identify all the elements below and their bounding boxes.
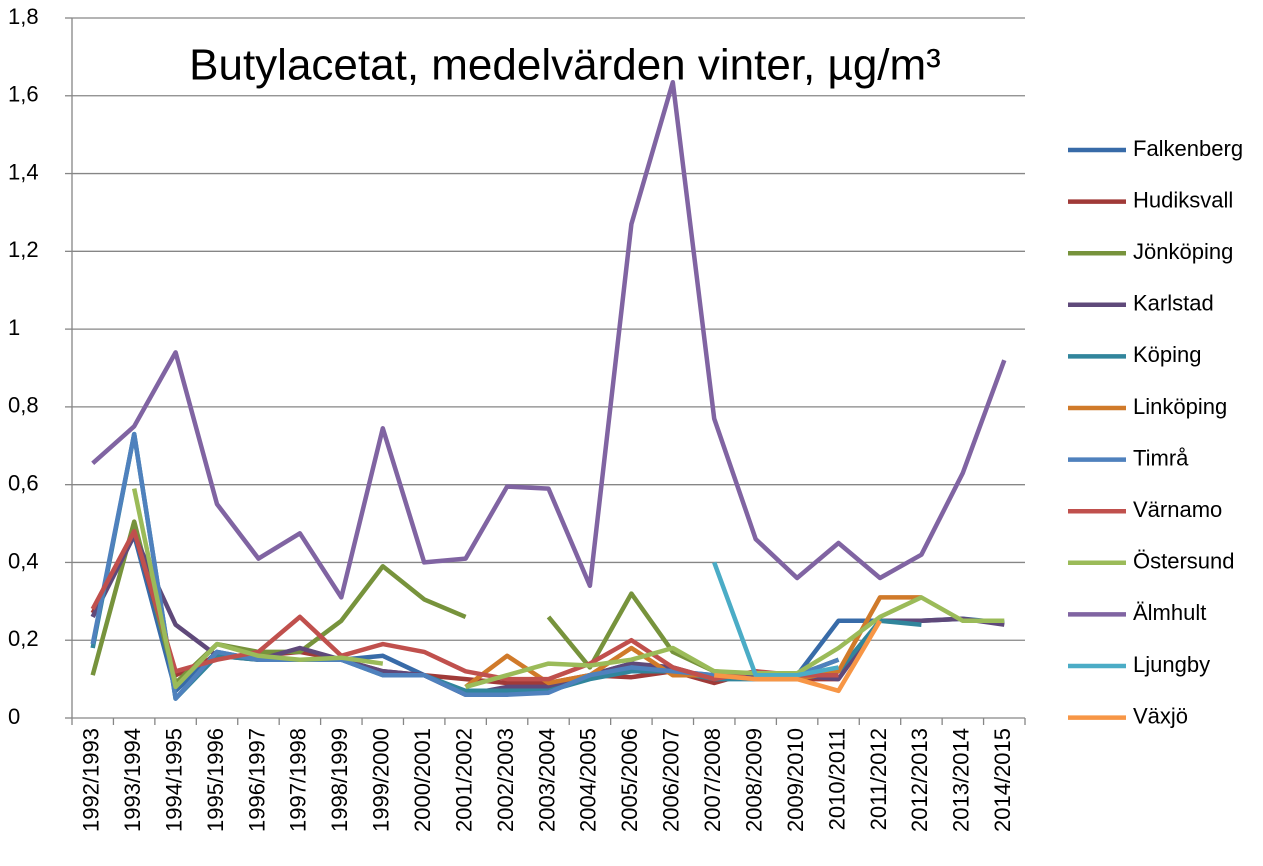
legend-label: Älmhult: [1133, 600, 1206, 625]
legend-label: Hudiksvall: [1133, 187, 1233, 212]
y-tick-label: 1,8: [8, 4, 39, 29]
y-tick-label: 1,6: [8, 82, 39, 107]
x-tick-label: 2010/2011: [824, 728, 849, 830]
x-tick-label: 2007/2008: [700, 728, 725, 832]
legend-label: Köping: [1133, 342, 1202, 367]
chart-title: Butylacetat, medelvärden vinter, µg/m³: [189, 41, 941, 90]
y-tick-label: 0,8: [8, 393, 39, 418]
legend-label: Timrå: [1133, 445, 1189, 470]
x-tick-label: 2013/2014: [949, 728, 974, 832]
series-line: [90, 529, 839, 686]
x-tick-label: 1993/1994: [120, 728, 145, 832]
legend-label: Karlstad: [1133, 291, 1214, 316]
x-tick-label: 1994/1995: [161, 728, 186, 832]
x-tick-label: 1999/2000: [369, 728, 394, 832]
x-tick-label: 2002/2003: [493, 728, 518, 832]
y-tick-label: 0: [8, 704, 20, 729]
x-tick-label: 2006/2007: [659, 728, 684, 832]
series-line: [90, 532, 1005, 697]
x-tick-label: 2000/2001: [410, 728, 435, 832]
series-line: [90, 532, 1005, 697]
y-tick-label: 0,2: [8, 626, 39, 651]
series-line: [713, 619, 882, 694]
x-tick-label: 2009/2010: [783, 728, 808, 832]
legend-label: Ljungby: [1133, 652, 1210, 677]
y-tick-label: 0,6: [8, 470, 39, 495]
series-line: [131, 488, 1005, 690]
y-tick-label: 0,4: [8, 548, 39, 573]
x-tick-label: 2008/2009: [741, 728, 766, 832]
x-tick-label: 1997/1998: [286, 728, 311, 832]
legend-label: Jönköping: [1133, 239, 1233, 264]
x-tick-label: 1992/1993: [79, 728, 104, 832]
legend-label: Växjö: [1133, 703, 1188, 728]
series-line: [91, 79, 1007, 600]
x-tick-label: 2014/2015: [990, 728, 1015, 832]
x-tick-label: 2011/2012: [866, 728, 891, 830]
x-tick-label: 1998/1999: [327, 728, 352, 832]
y-tick-label: 1,2: [8, 237, 39, 262]
x-tick-label: 1995/1996: [203, 728, 228, 832]
x-tick-label: 2003/2004: [534, 728, 559, 832]
series-line: [712, 561, 839, 678]
y-tick-label: 1: [8, 315, 20, 340]
x-tick-label: 2001/2002: [451, 728, 476, 832]
legend-label: Falkenberg: [1133, 136, 1243, 161]
x-tick-label: 2005/2006: [617, 728, 642, 832]
legend-label: Värnamo: [1133, 497, 1222, 522]
series-line: [90, 529, 839, 682]
x-tick-label: 2004/2005: [576, 728, 601, 832]
legend-label: Linköping: [1133, 394, 1227, 419]
x-tick-label: 2012/2013: [907, 728, 932, 832]
legend-label: Östersund: [1133, 549, 1235, 574]
y-tick-label: 1,4: [8, 159, 39, 184]
x-tick-label: 1996/1997: [244, 728, 269, 832]
